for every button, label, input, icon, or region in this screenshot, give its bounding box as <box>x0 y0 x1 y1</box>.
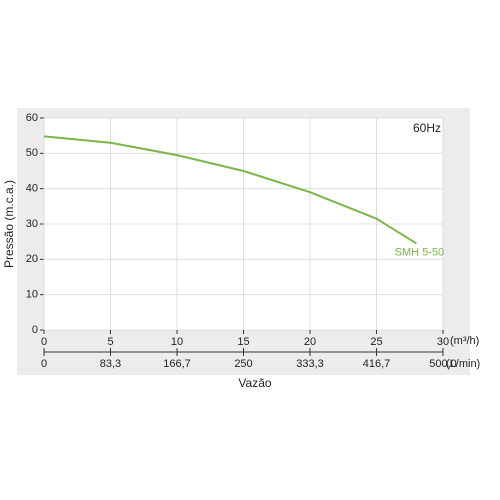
x2-tick-label: 166,7 <box>163 358 191 370</box>
y-tick-label: 40 <box>26 183 38 195</box>
x2-tick-label: 0 <box>41 358 47 370</box>
y-tick-label: 60 <box>26 112 38 124</box>
y-tick-label: 30 <box>26 218 38 230</box>
y-tick-label: 20 <box>26 253 38 265</box>
x-tick-label: 10 <box>171 336 183 348</box>
x2-tick-label: 333,3 <box>296 358 324 370</box>
x-unit: (m³/h) <box>450 335 479 347</box>
x2-tick-label: 83,3 <box>100 358 121 370</box>
x-tick-label: 15 <box>237 336 249 348</box>
y-tick-label: 10 <box>26 289 38 301</box>
x-tick-label: 30 <box>437 336 449 348</box>
x-tick-label: 0 <box>41 336 47 348</box>
x2-tick-label: 500,0 <box>429 358 457 370</box>
y-tick-label: 0 <box>32 324 38 336</box>
x2-tick-label: 416,7 <box>363 358 391 370</box>
series-label: SMH 5-50 <box>395 246 445 258</box>
x-tick-label: 5 <box>107 336 113 348</box>
x-axis-label: Vazão <box>238 376 271 390</box>
series-line <box>43 135 417 245</box>
x-tick-label: 25 <box>370 336 382 348</box>
x-tick-label: 20 <box>304 336 316 348</box>
x2-unit: (L/min) <box>446 358 480 370</box>
x2-tick-label: 250 <box>234 358 252 370</box>
y-tick-label: 50 <box>26 147 38 159</box>
annotation: 60Hz <box>413 121 441 135</box>
y-axis-label: Pressão (m.c.a.) <box>2 180 16 268</box>
